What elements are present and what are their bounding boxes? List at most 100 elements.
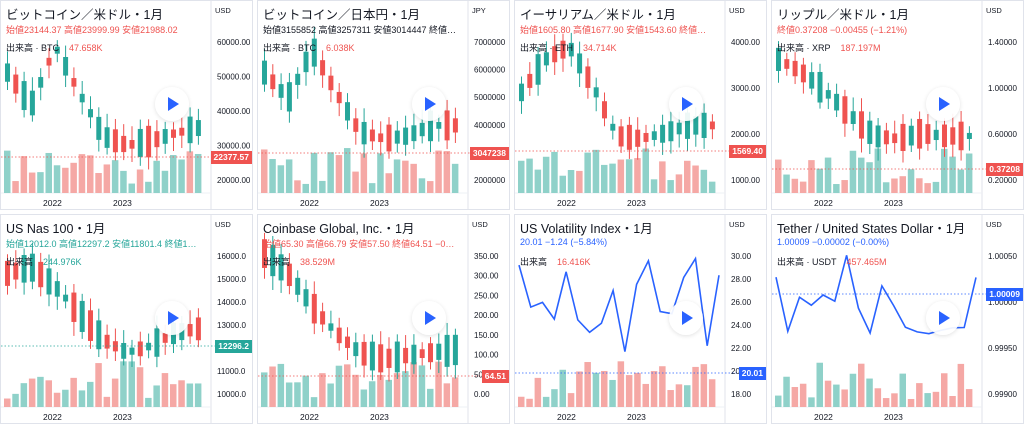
ohlc-value: 始値65.30 [263,239,307,249]
volume-bar [12,181,19,193]
volume-bar [70,162,77,193]
candle-body [96,320,102,350]
candle-body [577,53,583,74]
volume-bar [435,150,442,193]
candle-body [137,128,143,157]
volume-readout: 出来高 244.976K [6,255,82,268]
x-axis-tick-label: 2022 [557,412,576,422]
volume-bar [899,176,906,193]
volume-bar [62,167,69,193]
volume-bar [87,155,94,193]
volume-bar [849,373,857,407]
ohlc-readout: 始値23144.37 高値23999.99 安値21988.02 [6,23,206,36]
volume-bar [866,162,873,193]
candle-body [361,121,367,145]
chart-tile[interactable]: 7000000600000050000004000000300000020000… [257,0,510,210]
play-icon[interactable] [155,301,189,335]
volume-bar [609,163,616,193]
volume-bar [576,170,583,193]
currency-label: USD [729,6,745,15]
volume-value: 187.197M [840,43,881,53]
ohlc-value: −0.00002 [812,237,853,247]
volume-bar [294,180,301,193]
ohlc-readout: 始値65.30 高値66.79 安値57.50 終値64.51 −0… [263,237,463,250]
x-axis-tick-label: 2023 [113,198,132,208]
y-axis-tick-label: 30.00 [731,252,752,261]
play-icon[interactable] [155,87,189,121]
chart-title[interactable]: US Volatility Index・1月 [520,222,653,236]
candle-body [444,334,450,367]
candle-body [900,123,906,151]
chart-title[interactable]: Coinbase Global, Inc.・1月 [263,222,415,236]
candle-body [610,123,616,131]
candle-body [428,110,433,142]
candle-body [618,126,624,147]
ohlc-value: 始値3155852 [263,25,319,35]
play-icon[interactable] [669,87,703,121]
y-axis-tick-label: 26.00 [731,298,752,307]
y-axis-tick-label: 40000.00 [217,107,251,116]
candle-body [79,93,85,103]
volume-bar [302,183,309,193]
y-axis-tick-label: 1000.00 [731,176,760,185]
candle-body [295,73,301,85]
volume-bar [78,154,86,193]
volume-label: 出来高 · XRP [777,43,831,53]
candle-body [286,82,292,112]
chart-tile[interactable]: 350.00300.00250.00200.00150.00100.0050.0… [257,214,510,424]
candle-body [146,342,152,351]
chart-tile[interactable]: 1.00050 1.00000 0.99950 0.99900 2022 2023 Teth… [771,214,1024,424]
candle-body [369,129,375,142]
candle-body [154,131,160,148]
volume-label: 出来高 · BTC [6,43,59,53]
volume-bar [965,389,973,407]
volume-bar [4,398,11,407]
play-icon[interactable] [926,87,960,121]
x-axis-tick-label: 2022 [557,198,576,208]
volume-value: 16.416K [557,257,591,267]
candle-body [320,60,326,76]
candle-body [71,78,77,87]
volume-bar [849,150,857,193]
volume-bar [37,172,44,193]
chart-tile[interactable]: 30.0028.0026.0024.0022.0020.0018.0020222… [514,214,767,424]
chart-tile[interactable]: 1.40000 1.00000 0.60000 0.20000 2022 2023 リップル… [771,0,1024,210]
volume-bar [592,372,600,407]
ohlc-value: 安値21988.02 [122,25,178,35]
volume-bar [924,393,931,407]
candle-body [552,46,558,63]
volume-bar [20,383,28,407]
chart-title[interactable]: Tether / United States Dollar・1月 [777,222,966,236]
candle-body [535,54,541,85]
chart-tile[interactable]: 60000.00 50000.00 40000.00 30000.00 20000.00… [0,0,253,210]
play-icon[interactable] [412,87,446,121]
volume-bar [924,183,931,193]
volume-label: 出来高 · ETH [520,43,573,53]
candle-body [452,118,458,133]
volume-label: 出来高 [6,257,34,267]
candle-body [112,341,118,352]
chart-title[interactable]: イーサリアム／米ドル・1月 [520,8,676,22]
play-icon[interactable] [669,301,703,335]
chart-title[interactable]: ビットコイン／米ドル・1月 [6,8,163,22]
volume-bar [526,398,533,407]
chart-title[interactable]: US Nas 100・1月 [6,222,106,236]
volume-bar [111,160,119,193]
volume-bar [559,369,566,407]
chart-title[interactable]: ビットコイン／日本円・1月 [263,8,420,22]
volume-bar [775,159,782,193]
chart-title[interactable]: リップル／米ドル・1月 [777,8,909,22]
volume-bar [4,150,11,193]
chart-tile[interactable]: 4000.00 3000.00 2000.00 1000.00 2022 2023 イーサリ… [514,0,767,210]
volume-readout: 出来高 16.416K [520,255,591,268]
volume-bar [410,362,417,407]
chart-tile[interactable]: 16000.015000.014000.013000.012000.011000… [0,214,253,424]
volume-label: 出来高 [520,257,548,267]
candle-body [560,40,566,59]
volume-bar [377,153,384,193]
play-icon[interactable] [412,301,446,335]
candle-body [875,125,881,148]
candle-body [345,336,350,348]
ohlc-value: (−1.21%) [870,25,908,35]
play-icon[interactable] [926,301,960,335]
